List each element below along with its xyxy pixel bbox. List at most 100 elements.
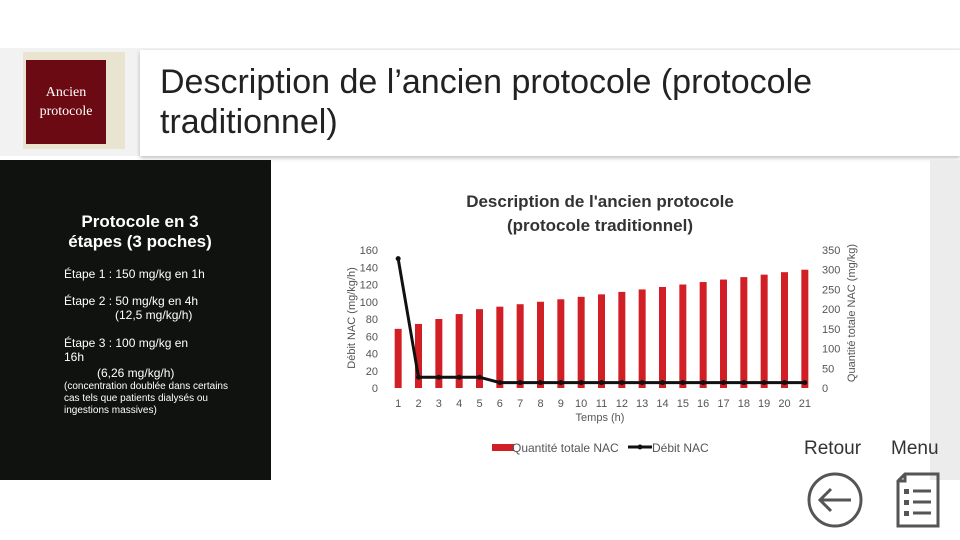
protocol-heading-line2: étapes (3 poches) [68, 232, 212, 251]
back-arrow-icon[interactable] [805, 470, 865, 530]
step2-text: Étape 2 : 50 mg/kg en 4h [64, 294, 199, 308]
line-point-debit-nac [700, 380, 706, 386]
y-left-tick-label: 120 [360, 280, 378, 292]
line-point-debit-nac [497, 380, 503, 386]
back-label[interactable]: Retour [804, 438, 862, 459]
y-left-tick-label: 80 [366, 314, 378, 326]
x-tick-label: 18 [738, 398, 750, 410]
bar-quantite-totale [476, 309, 483, 388]
bar-quantite-totale [638, 289, 646, 388]
x-tick-label: 21 [799, 398, 811, 410]
x-axis-label: Temps (h) [576, 412, 625, 424]
y-left-tick-label: 0 [372, 383, 378, 395]
y-right-tick-label: 100 [822, 344, 840, 356]
x-tick-label: 17 [717, 398, 729, 410]
protocol-heading: Protocole en 3 étapes (3 poches) [40, 212, 240, 252]
left-axis-ticks: 0 20 40 60 80 100 120 140 160 [360, 245, 378, 395]
legend: Quantité totale NAC Débit NAC [492, 441, 709, 455]
bar-quantite-totale [720, 279, 727, 388]
y-right-tick-label: 300 [822, 265, 840, 277]
header-card [140, 50, 960, 156]
section-tag-line1: Ancien [45, 85, 87, 100]
page-title-line1: Description de l’ancien protocole (proto… [160, 63, 813, 101]
line-point-debit-nac [558, 380, 564, 386]
y-left-tick-label: 20 [366, 366, 378, 378]
x-tick-label: 1 [395, 398, 401, 410]
right-decor-band [930, 160, 960, 480]
line-point-debit-nac [680, 380, 686, 386]
line-point-debit-nac [802, 380, 808, 386]
y-left-tick-label: 100 [360, 297, 378, 309]
y-right-tick-label: 250 [822, 284, 840, 296]
bar-quantite-totale [455, 314, 463, 388]
x-tick-label: 7 [517, 398, 523, 410]
x-tick-label: 10 [575, 398, 587, 410]
x-tick-label: 8 [537, 398, 543, 410]
line-point-debit-nac [782, 380, 787, 386]
section-tag-line2: protocole [39, 104, 93, 119]
x-tick-label: 11 [596, 398, 607, 410]
line-point-debit-nac [761, 380, 767, 386]
bar-quantite-totale [516, 304, 524, 388]
y-left-tick-label: 60 [366, 331, 378, 343]
x-tick-label: 19 [758, 398, 770, 410]
x-tick-label: 2 [415, 398, 421, 410]
bar-quantite-totale [537, 301, 544, 388]
menu-label[interactable]: Menu [891, 438, 939, 459]
x-tick-label: 14 [656, 398, 668, 410]
x-tick-label: 9 [558, 398, 564, 410]
step3-duration: 16h [64, 350, 85, 364]
line-point-debit-nac [517, 380, 523, 386]
chart-title-line1: Description de l'ancien protocole [466, 192, 734, 211]
legend-line-label: Débit NAC [652, 441, 709, 455]
page-title-line2: traditionnel) [160, 103, 338, 141]
line-point-debit-nac [639, 380, 645, 386]
x-tick-label: 4 [456, 398, 462, 410]
concentration-note: (concentration doublée dans certains cas… [64, 381, 228, 416]
page-title: Description de l’ancien protocole (proto… [160, 62, 880, 142]
bar-quantite-totale [679, 284, 687, 388]
x-tick-label: 20 [778, 398, 790, 410]
section-tag[interactable]: Ancien protocole [26, 60, 106, 144]
line-point-debit-nac [578, 380, 584, 386]
bar-quantite-totale [781, 272, 788, 388]
bar-quantite-totale [801, 269, 809, 388]
y-left-tick-label: 140 [360, 262, 378, 274]
line-point-debit-nac [538, 380, 543, 386]
menu-list-icon[interactable] [893, 471, 943, 529]
legend-bar-swatch [492, 444, 514, 451]
x-axis-ticks: 1 2 3 4 5 6 7 8 9 10 11 12 13 14 15 16 17 18 19 20 21 [395, 398, 811, 410]
line-point-debit-nac [456, 374, 462, 380]
legend-line-marker [637, 444, 643, 450]
step1-text: Étape 1 : 150 mg/kg en 1h [64, 267, 205, 281]
bar-quantite-totale [415, 323, 422, 388]
y-axis-right-label: Quantité totale NAC (mg/kg) [846, 244, 858, 382]
y-right-tick-label: 200 [822, 304, 840, 316]
bar-quantite-totale [394, 328, 402, 388]
line-point-debit-nac [660, 380, 665, 386]
x-tick-label: 6 [497, 398, 503, 410]
protocol-panel [0, 160, 271, 480]
y-right-tick-label: 150 [822, 324, 840, 336]
line-point-debit-nac [619, 380, 625, 386]
y-left-tick-label: 40 [366, 349, 378, 361]
step3-rate: (6,26 mg/kg/h) [97, 366, 175, 380]
line-point-debit-nac [436, 374, 442, 380]
x-tick-label: 5 [476, 398, 482, 410]
step3-text: Étape 3 : 100 mg/kg en [64, 336, 189, 350]
bar-quantite-totale [598, 294, 605, 388]
step2-rate: (12,5 mg/kg/h) [115, 308, 193, 322]
y-right-tick-label: 0 [822, 383, 828, 395]
bar-quantite-totale [496, 306, 504, 388]
bar-quantite-totale [577, 296, 585, 388]
right-axis-ticks: 0 50 100 150 200 250 300 350 [822, 245, 840, 395]
line-point-debit-nac [741, 380, 747, 386]
bar-quantite-totale [699, 282, 707, 388]
y-left-tick-label: 160 [360, 245, 378, 257]
legend-bar-label: Quantité totale NAC [512, 441, 619, 455]
protocol-heading-line1: Protocole en 3 [81, 212, 199, 231]
bar-quantite-totale [557, 299, 565, 388]
chart-title-line2: (protocole traditionnel) [507, 216, 693, 235]
line-series [395, 256, 808, 386]
